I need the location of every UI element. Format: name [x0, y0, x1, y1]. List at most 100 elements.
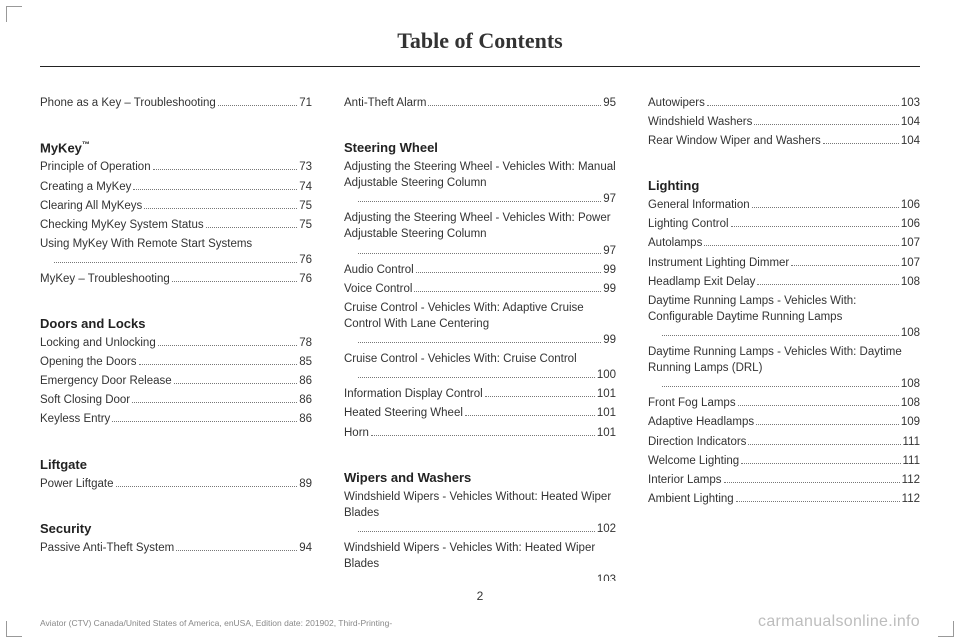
toc-entry-page: 86 [299, 411, 312, 427]
toc-entry-label: Front Fog Lamps [648, 395, 736, 411]
spacer [648, 152, 920, 164]
toc-entry: Heated Steering Wheel101 [344, 405, 616, 421]
toc-entry-label: Adaptive Headlamps [648, 414, 754, 430]
toc-entry: Checking MyKey System Status 75 [40, 217, 312, 233]
toc-entry-page: 86 [299, 373, 312, 389]
toc-entry: Information Display Control101 [344, 386, 616, 402]
toc-entry-label: Direction Indicators [648, 434, 746, 450]
toc-entry: Windshield Wipers - Vehicles Without: He… [344, 489, 616, 537]
crop-mark-bl [6, 621, 22, 637]
toc-entry-label: Phone as a Key – Troubleshooting [40, 95, 216, 111]
toc-leader-dots [358, 201, 601, 202]
toc-entry: Windshield Wipers - Vehicles With: Heate… [344, 540, 616, 581]
toc-entry-label: Windshield Wipers - Vehicles Without: He… [344, 489, 616, 521]
toc-entry: Using MyKey With Remote Start Systems76 [40, 236, 312, 268]
page-number: 2 [40, 589, 920, 603]
toc-leader-dots [174, 383, 298, 384]
toc-column-1: Phone as a Key – Troubleshooting71MyKey™… [40, 95, 312, 581]
toc-leader-dots [731, 226, 899, 227]
toc-leader-dots [791, 265, 899, 266]
toc-entry-label: Windshield Wipers - Vehicles With: Heate… [344, 540, 616, 572]
toc-entry-label: Welcome Lighting [648, 453, 739, 469]
toc-entry-page: 75 [299, 217, 312, 233]
toc-leader-dots [736, 501, 900, 502]
toc-entry-label: MyKey – Troubleshooting [40, 271, 170, 287]
toc-entry-label: Power Liftgate [40, 476, 114, 492]
toc-entry-label: Daytime Running Lamps - Vehicles With: C… [648, 293, 920, 325]
toc-column-3: Autowipers103Windshield Washers104Rear W… [648, 95, 920, 581]
toc-leader-dots [662, 386, 899, 387]
toc-leader-dots [704, 245, 898, 246]
toc-leader-dots [218, 105, 297, 106]
toc-entry: MyKey – Troubleshooting76 [40, 271, 312, 287]
toc-entry: Welcome Lighting111 [648, 453, 920, 469]
toc-leader-dots [823, 143, 899, 144]
toc-entry-page: 73 [299, 159, 312, 175]
spacer [344, 444, 616, 456]
toc-leader-dots [116, 486, 298, 487]
toc-entry-page: 111 [903, 434, 920, 450]
toc-entry: General Information106 [648, 197, 920, 213]
toc-entry: Emergency Door Release86 [40, 373, 312, 389]
toc-entry-label: Headlamp Exit Delay [648, 274, 755, 290]
toc-entry-page: 71 [299, 95, 312, 111]
toc-leader-dots [756, 424, 899, 425]
toc-column-2: Anti-Theft Alarm95Steering WheelAdjustin… [344, 95, 616, 581]
toc-leader-dots [371, 435, 595, 436]
toc-entry-label: Checking MyKey System Status [40, 217, 204, 233]
toc-entry-label: Cruise Control - Vehicles With: Adaptive… [344, 300, 616, 332]
toc-leader-dots [465, 415, 595, 416]
toc-entry-page: 89 [299, 476, 312, 492]
toc-entry: Ambient Lighting112 [648, 491, 920, 507]
toc-leader-dots [748, 444, 900, 445]
footer: Aviator (CTV) Canada/United States of Am… [40, 613, 920, 631]
toc-entry: Daytime Running Lamps - Vehicles With: C… [648, 293, 920, 341]
toc-entry-label: Audio Control [344, 262, 414, 278]
toc-leader-dots [724, 482, 900, 483]
spacer [40, 290, 312, 302]
toc-entry-label: Information Display Control [344, 386, 483, 402]
toc-entry-label: Anti-Theft Alarm [344, 95, 426, 111]
toc-entry-page: 75 [299, 198, 312, 214]
toc-entry: Creating a MyKey74 [40, 179, 312, 195]
toc-entry-label: Rear Window Wiper and Washers [648, 133, 821, 149]
spacer [40, 431, 312, 443]
toc-entry-label: Voice Control [344, 281, 412, 297]
toc-entry-label: Autolamps [648, 235, 702, 251]
toc-entry: Horn101 [344, 425, 616, 441]
toc-leader-dots [172, 281, 297, 282]
toc-entry-page: 108 [901, 376, 920, 392]
toc-entry: Voice Control 99 [344, 281, 616, 297]
toc-section-head: Steering Wheel [344, 140, 616, 155]
toc-entry-label: Horn [344, 425, 369, 441]
toc-entry-label: Principle of Operation [40, 159, 151, 175]
toc-leader-dots [757, 284, 898, 285]
toc-leader-dots [358, 377, 595, 378]
toc-entry: Principle of Operation 73 [40, 159, 312, 175]
toc-entry: Cruise Control - Vehicles With: Adaptive… [344, 300, 616, 348]
toc-entry-page: 108 [901, 395, 920, 411]
toc-entry-page: 107 [901, 235, 920, 251]
toc-entry-page: 99 [603, 281, 616, 297]
toc-leader-dots [153, 169, 298, 170]
toc-entry-label: Soft Closing Door [40, 392, 130, 408]
toc-entry-page: 76 [299, 252, 312, 268]
toc-leader-dots [144, 208, 297, 209]
toc-entry: Phone as a Key – Troubleshooting 71 [40, 95, 312, 111]
toc-entry-label: Keyless Entry [40, 411, 110, 427]
toc-entry: Soft Closing Door86 [40, 392, 312, 408]
toc-entry-page: 99 [603, 332, 616, 348]
toc-entry: Autowipers103 [648, 95, 920, 111]
toc-entry-label: Locking and Unlocking [40, 335, 156, 351]
toc-columns: Phone as a Key – Troubleshooting71MyKey™… [40, 95, 920, 581]
spacer [344, 114, 616, 126]
spacer [40, 495, 312, 507]
toc-entry: Autolamps 107 [648, 235, 920, 251]
toc-entry-page: 94 [299, 540, 312, 556]
toc-entry-label: Ambient Lighting [648, 491, 734, 507]
toc-entry: Adjusting the Steering Wheel - Vehicles … [344, 210, 616, 258]
toc-section-head: Security [40, 521, 312, 536]
toc-leader-dots [206, 227, 298, 228]
toc-leader-dots [358, 342, 601, 343]
toc-entry: Adaptive Headlamps109 [648, 414, 920, 430]
